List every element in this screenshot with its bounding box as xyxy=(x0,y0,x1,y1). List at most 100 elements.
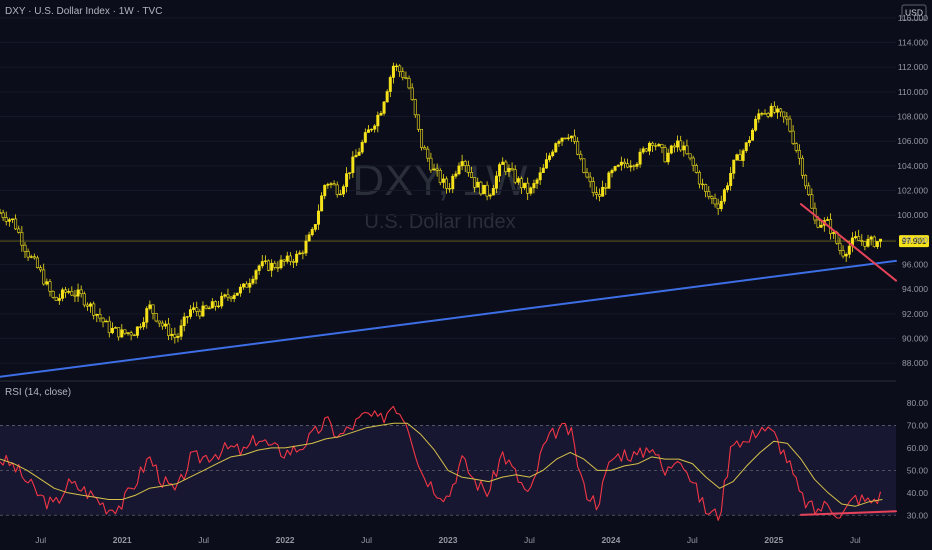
candle-body xyxy=(351,156,355,173)
rsi-label[interactable]: RSI (14, close) xyxy=(5,387,71,398)
rsi-trendline[interactable] xyxy=(799,510,897,516)
candle-body xyxy=(104,320,108,323)
candle-body xyxy=(89,303,93,307)
candle-body xyxy=(491,187,495,196)
currency-label: USD xyxy=(905,8,923,18)
candle-body xyxy=(766,113,770,117)
candle-body xyxy=(647,142,651,152)
price-trendline[interactable] xyxy=(799,203,897,282)
support-trendline[interactable] xyxy=(0,259,897,378)
candle-body xyxy=(341,186,345,195)
candle-body xyxy=(454,173,458,177)
candle-body xyxy=(323,185,327,197)
time-tick-label: Jul xyxy=(850,535,861,545)
candle-body xyxy=(288,255,292,262)
candle-body xyxy=(235,292,239,296)
candle-body xyxy=(598,194,602,197)
candle-body xyxy=(373,125,377,130)
candle-body xyxy=(445,178,449,189)
candle-body xyxy=(879,238,883,242)
candle-body xyxy=(532,183,536,189)
candle-body xyxy=(370,128,374,131)
candle-body xyxy=(223,294,227,297)
candle-body xyxy=(716,203,720,209)
price-candles xyxy=(0,62,883,344)
candle-body xyxy=(416,114,420,130)
candle-body xyxy=(701,183,705,186)
candle-body xyxy=(145,308,149,323)
last-price-label: 97.901 xyxy=(902,237,927,246)
candle-body xyxy=(185,316,189,318)
candle-body xyxy=(163,323,167,327)
candle-body xyxy=(804,174,808,187)
candle-body xyxy=(285,255,289,262)
candle-body xyxy=(604,186,608,189)
candle-body xyxy=(847,245,851,255)
candle-body xyxy=(460,161,464,167)
symbol-title[interactable]: DXY · U.S. Dollar Index · 1W · TVC xyxy=(5,6,162,17)
candle-body xyxy=(60,289,64,299)
price-tick-label: 116.000 xyxy=(898,13,928,23)
currency-badge[interactable] xyxy=(901,4,927,21)
candle-body xyxy=(195,307,199,312)
candle-body xyxy=(588,176,592,182)
price-gridlines xyxy=(0,17,896,364)
candle-body xyxy=(4,217,8,222)
price-tick-label: 112.000 xyxy=(898,62,928,72)
candle-body xyxy=(245,283,249,288)
candle-body xyxy=(395,65,399,68)
candle-body xyxy=(139,326,143,328)
price-tick-label: 100.000 xyxy=(897,210,928,220)
candle-body xyxy=(301,252,305,255)
candle-body xyxy=(529,187,533,194)
price-tick-label: 96.000 xyxy=(902,260,928,270)
candle-body xyxy=(794,143,798,151)
candle-body xyxy=(82,293,86,306)
candle-body xyxy=(110,327,114,334)
rsi-lines xyxy=(0,405,883,521)
candle-body xyxy=(788,118,792,132)
price-tick-label: 92.000 xyxy=(902,309,928,319)
candle-body xyxy=(582,158,586,173)
candle-body xyxy=(510,168,514,171)
candle-body xyxy=(238,286,242,294)
candle-body xyxy=(607,172,611,189)
candle-body xyxy=(754,118,758,131)
candle-body xyxy=(819,224,823,228)
candle-body xyxy=(448,188,452,190)
candle-body xyxy=(114,327,118,329)
time-axis[interactable]: Jul 2021 Jul 2022 Jul 2023 Jul 2024 Jul 2025 Jul xyxy=(35,535,861,545)
candle-body xyxy=(304,240,308,254)
candle-body xyxy=(863,241,867,247)
candle-body xyxy=(626,163,630,168)
candle-body xyxy=(535,179,539,184)
candle-body xyxy=(579,153,583,160)
candle-body xyxy=(560,137,564,142)
candle-body xyxy=(741,150,745,161)
candle-body xyxy=(563,137,567,140)
candle-body xyxy=(132,334,136,337)
candle-body xyxy=(526,182,530,194)
candle-body xyxy=(254,270,258,280)
time-tick-label: Jul xyxy=(687,535,698,545)
candle-body xyxy=(557,141,561,144)
candle-body xyxy=(32,256,36,259)
candle-body xyxy=(697,172,701,185)
rsi-axis[interactable]: 80.00 70.00 60.00 50.00 40.00 30.00 xyxy=(907,398,929,520)
candle-body xyxy=(726,185,730,191)
candle-body xyxy=(217,305,221,308)
rsi-ma-line xyxy=(0,422,883,507)
candle-body xyxy=(466,165,470,173)
candle-body xyxy=(857,236,861,241)
last-price-badge xyxy=(899,235,929,248)
candle-body xyxy=(167,323,171,336)
candle-body xyxy=(92,303,96,316)
candle-body xyxy=(513,169,517,183)
candle-body xyxy=(494,175,498,189)
candle-body xyxy=(429,157,433,171)
candle-body xyxy=(775,108,779,113)
price-axis[interactable]: 116.000 114.000 112.000 110.000 108.000 106.0… xyxy=(897,13,928,368)
candle-body xyxy=(651,142,655,146)
candle-body xyxy=(45,281,49,285)
